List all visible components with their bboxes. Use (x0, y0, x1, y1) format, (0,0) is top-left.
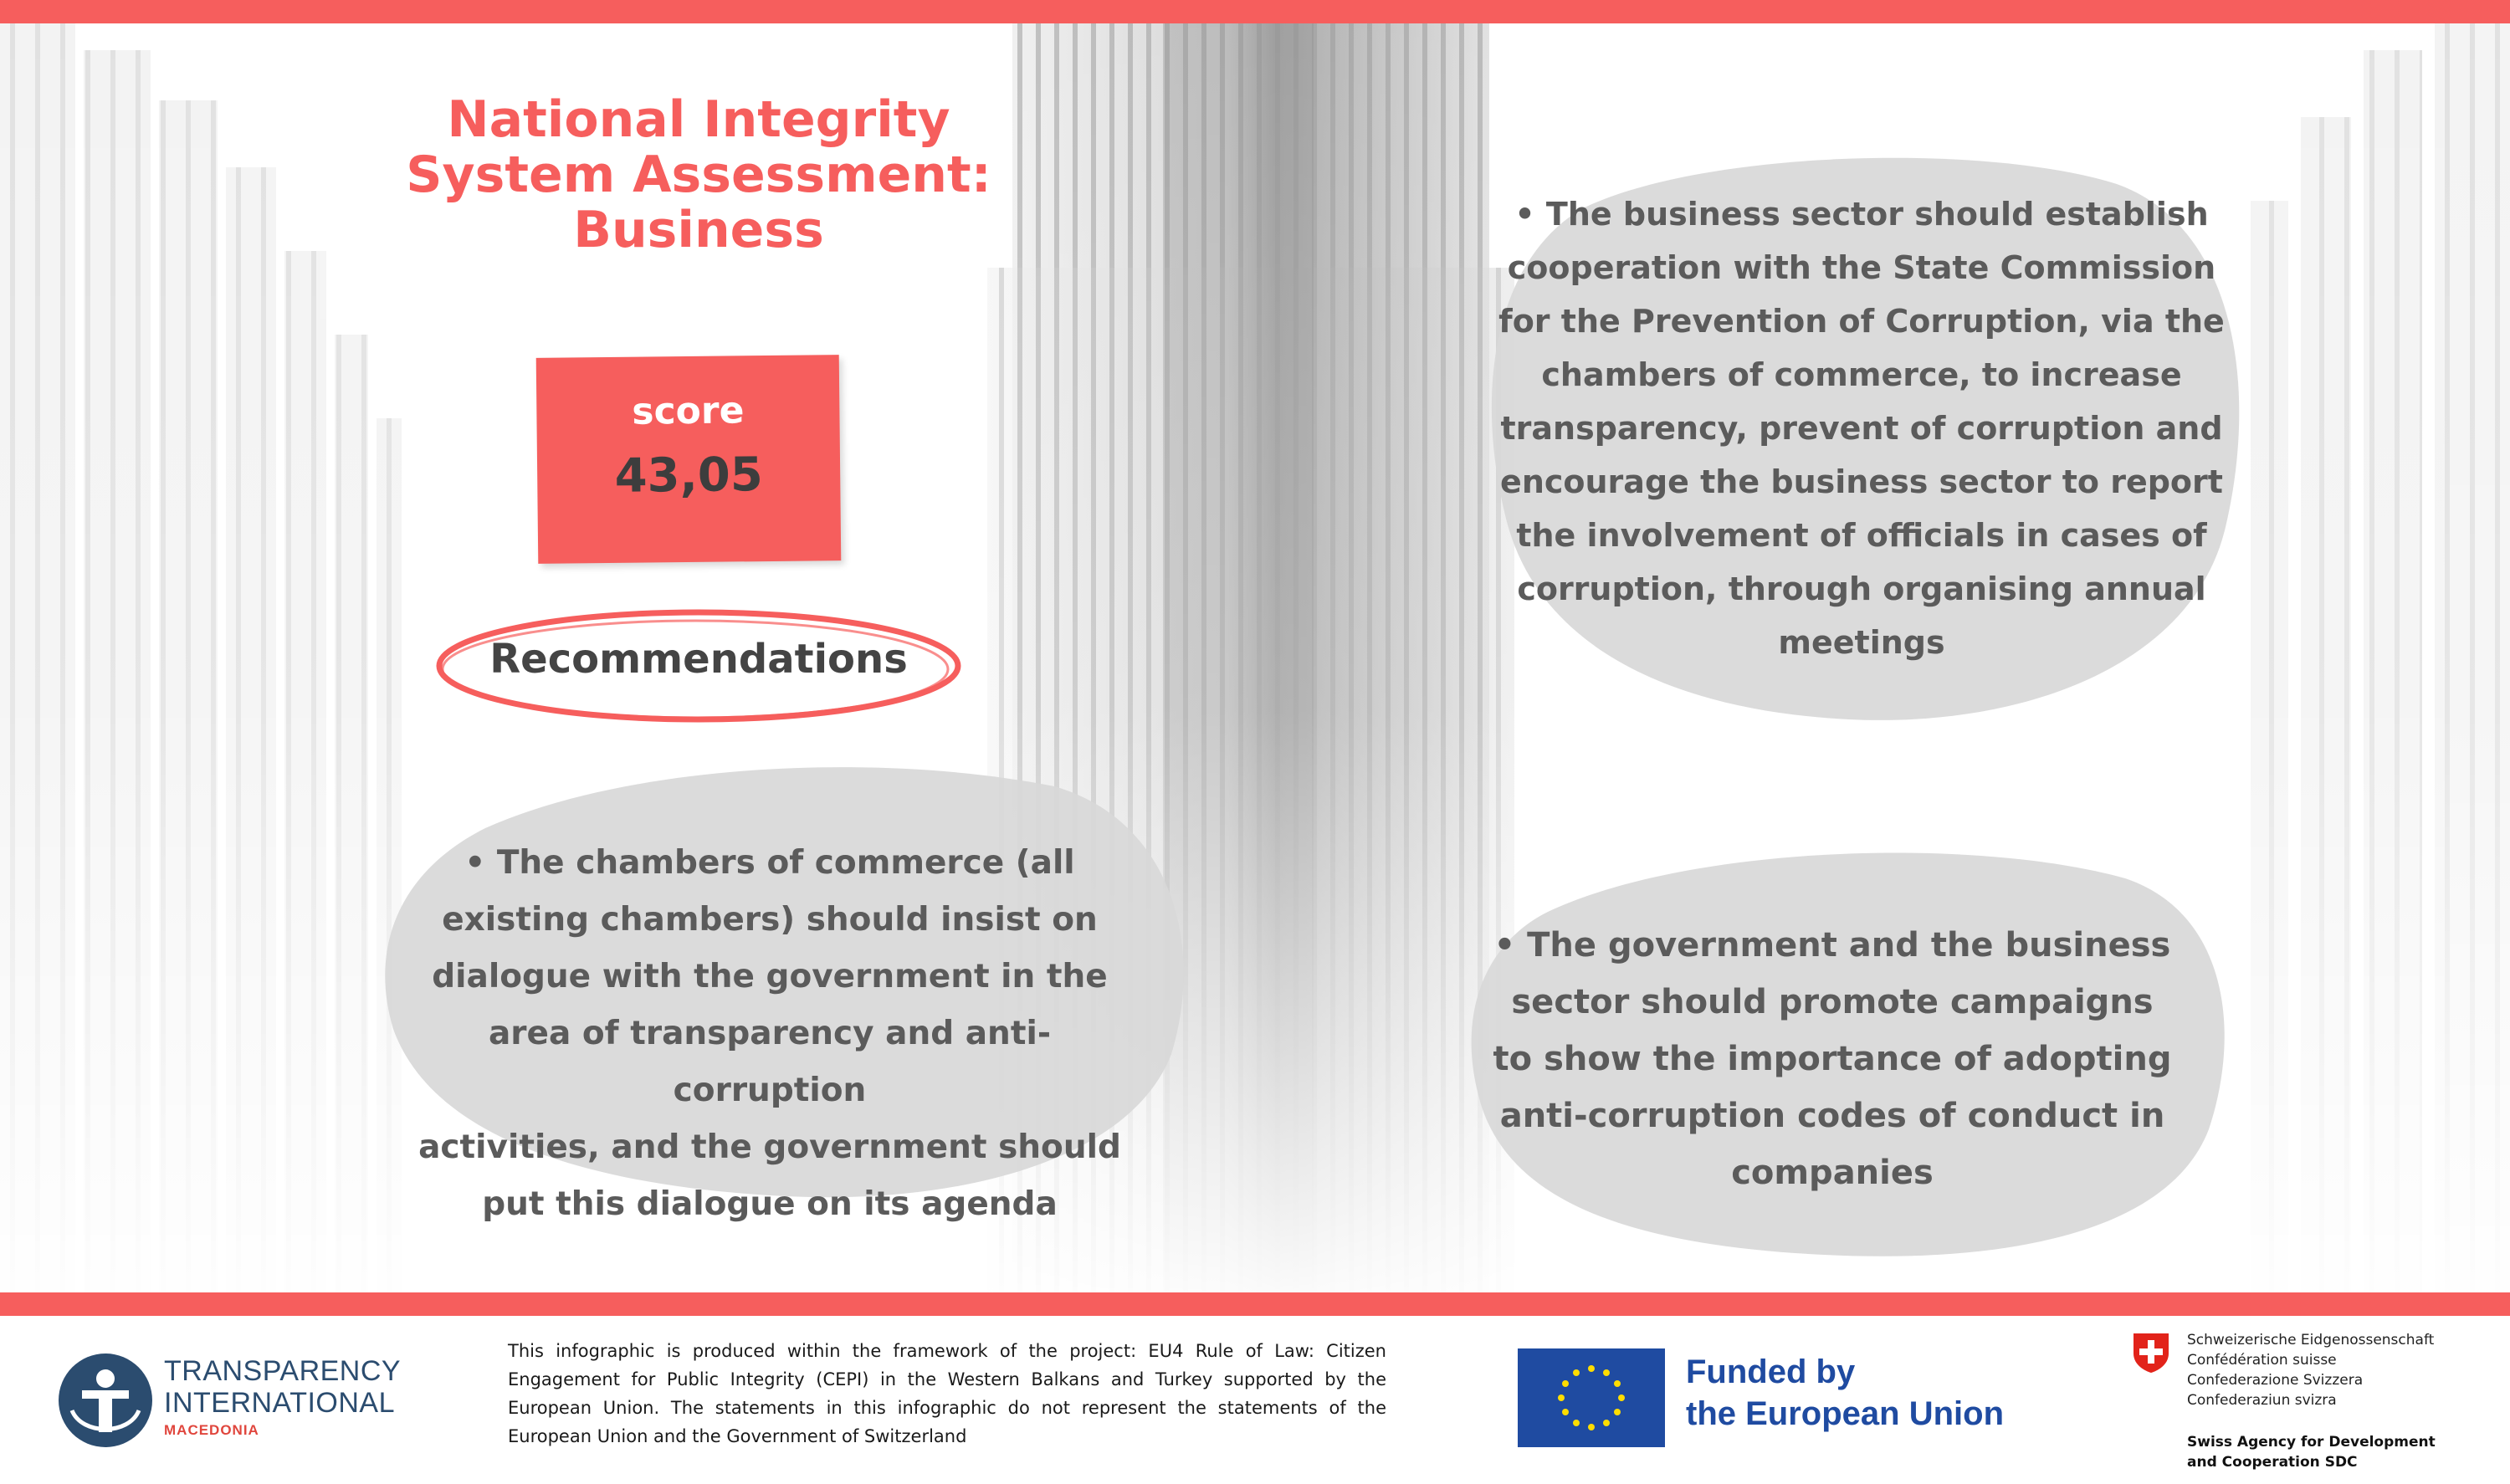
ti-logo-line: INTERNATIONAL (164, 1387, 396, 1419)
score-label: score (632, 389, 745, 433)
recommendation-line: transparency, prevent of corruption and (1500, 410, 2223, 447)
recommendation-line: chambers of commerce, to increase (1541, 356, 2182, 393)
swiss-name-line: Confederaziun svizra (2187, 1392, 2337, 1409)
recommendation-line: existing chambers) should insist on (442, 901, 1098, 939)
recommendation-line: for the Prevention of Corruption, via th… (1498, 303, 2225, 340)
title-line: System Assessment: (406, 146, 991, 204)
ti-logo-subtitle: MACEDONIA (164, 1422, 259, 1438)
recommendation-line: activities, and the government should (418, 1128, 1121, 1166)
swiss-sdc-label: Swiss Agency for Development and Coopera… (2187, 1432, 2436, 1472)
page-title: National Integrity System Assessment: Bu… (385, 92, 1012, 258)
recommendation-line: corruption, through organising annual (1517, 571, 2206, 607)
top-accent-bar (0, 0, 2510, 23)
eu-flag-icon (1518, 1348, 1665, 1447)
project-disclaimer: This infographic is produced within the … (508, 1341, 1386, 1446)
recommendation-line: to show the importance of adopting (1493, 1040, 2172, 1078)
recommendation-line: the involvement of officials in cases of (1516, 517, 2207, 554)
swiss-name-line: Confédération suisse (2187, 1352, 2337, 1369)
recommendation-line: anti-corruption codes of conduct in (1499, 1097, 2165, 1135)
recommendations-heading: Recommendations (489, 636, 908, 683)
recommendation-line: • The chambers of commerce (all (464, 844, 1075, 882)
title-line: Business (573, 201, 824, 259)
recommendation-text-1: • The business sector should establish c… (1498, 187, 2226, 669)
footer-accent-bar (0, 1292, 2510, 1316)
recommendation-line: put this dialogue on its agenda (482, 1185, 1058, 1223)
recommendation-line: encourage the business sector to report (1500, 463, 2223, 500)
recommendation-blob-2 (385, 767, 1184, 1198)
recommendation-line: area of transparency and anti-corruption (488, 1015, 1052, 1109)
recommendation-line: companies (1731, 1154, 1934, 1192)
ti-logo-line: TRANSPARENCY (164, 1355, 402, 1387)
swiss-name-line: Confederazione Svizzera (2187, 1372, 2364, 1389)
score-box: score 43,05 (535, 355, 842, 564)
swiss-confederation-names: Schweizerische Eidgenossenschaft Confédé… (2187, 1330, 2434, 1410)
eu-funding-label: Funded by the European Union (1686, 1351, 2004, 1435)
recommendation-line: • The business sector should establish (1514, 196, 2209, 233)
eu-funding-line: the European Union (1686, 1395, 2004, 1432)
sdc-line: and Cooperation SDC (2187, 1454, 2358, 1471)
recommendation-blob-3 (1471, 852, 2225, 1256)
recommendation-line: sector should promote campaigns (1511, 983, 2154, 1021)
swiss-name-line: Schweizerische Eidgenossenschaft (2187, 1332, 2435, 1348)
recommendation-line: meetings (1778, 624, 1945, 661)
footer (0, 1316, 2510, 1484)
ti-emblem-icon (59, 1354, 152, 1447)
transparency-international-logo: TRANSPARENCY INTERNATIONAL MACEDONIA (57, 1348, 408, 1449)
title-line: National Integrity (447, 90, 950, 149)
recommendation-line: cooperation with the State Commission (1507, 249, 2216, 286)
recommendation-blob-1 (1491, 157, 2240, 720)
recommendation-line: dialogue with the government in the (432, 958, 1108, 995)
score-value: 43,05 (614, 448, 764, 504)
swiss-shield-icon (2134, 1333, 2169, 1373)
recommendation-line: • The government and the business (1493, 926, 2171, 965)
recommendations-ellipse (436, 609, 961, 723)
recommendation-text-3: • The government and the business sector… (1473, 917, 2192, 1201)
eu-funding-line: Funded by (1686, 1354, 1856, 1390)
sdc-line: Swiss Agency for Development (2187, 1434, 2436, 1451)
recommendation-text-2: • The chambers of commerce (all existing… (393, 835, 1146, 1233)
